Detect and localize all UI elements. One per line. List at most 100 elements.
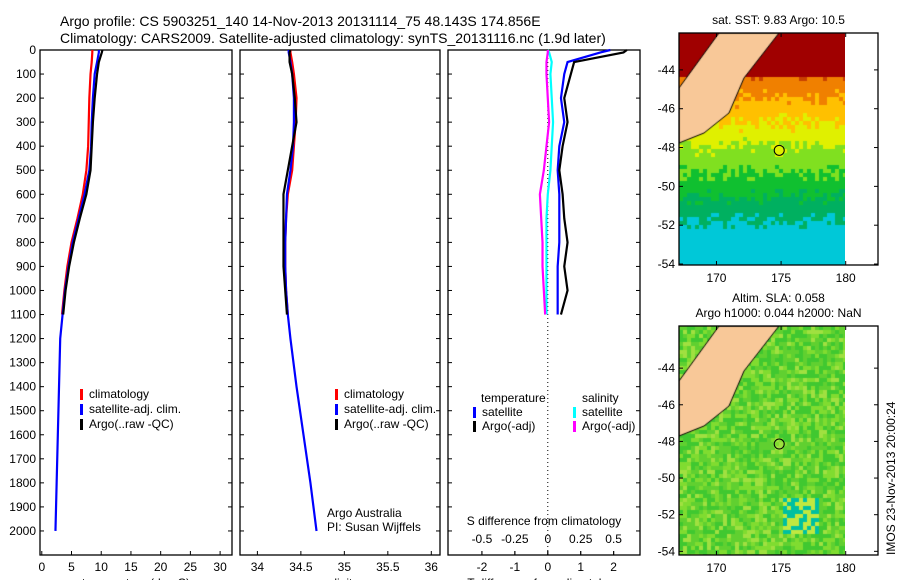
panel-difference: -2 -1 0 1 2 T difference from climatology -0.5… — [447, 48, 641, 580]
y-tick-label: 1600 — [9, 428, 36, 442]
x-axis-label: salinity — [322, 576, 359, 580]
y-tick-label: 1100 — [10, 308, 36, 322]
legend-swatch — [335, 419, 338, 430]
y-tick-label: 1500 — [9, 404, 36, 418]
series-satellite-adj-clim- — [54, 50, 100, 531]
annotation: PI: Susan Wijffels — [327, 520, 421, 534]
annotation: Argo Australia — [327, 506, 402, 520]
x2-tick-label: -0.5 — [472, 532, 493, 546]
x2-axis-label: S difference from climatology — [467, 514, 622, 528]
legend-swatch — [80, 419, 83, 430]
x-tick-label: 34.5 — [289, 560, 313, 574]
sla-map-canvas — [679, 326, 845, 555]
y-tick-label: -50 — [658, 471, 676, 485]
legend-swatch — [80, 404, 83, 415]
map-sla-map: 170 175 180 -44 -46 -48 -50 -52 -54 Altim. SLA: 0… — [658, 291, 879, 575]
legend-title: salinity — [582, 391, 619, 405]
title-line1: Argo profile: CS 5903251_140 14-Nov-2013… — [60, 13, 541, 29]
plot-frame — [447, 49, 641, 556]
y-tick-label: -48 — [658, 141, 676, 155]
x-axis-label: temperature (deg C) — [82, 576, 190, 580]
legend-label: climatology — [89, 387, 149, 401]
x-tick-label: 180 — [836, 561, 856, 575]
y-tick-label: 800 — [16, 235, 36, 249]
y-tick-label: -52 — [658, 218, 676, 232]
x2-tick-label: -0.25 — [501, 532, 529, 546]
legend-label: satellite — [582, 405, 623, 419]
y-tick-label: -54 — [658, 544, 676, 558]
x-tick-label: 180 — [836, 271, 856, 285]
plot-frame — [39, 49, 233, 556]
y-tick-label: -46 — [658, 398, 676, 412]
x-tick-label: 25 — [184, 560, 198, 574]
y-tick-label: 200 — [16, 91, 36, 105]
series-s-satellite — [545, 49, 555, 315]
y-tick-label: -52 — [658, 508, 676, 522]
y-tick-label: 1200 — [9, 332, 36, 346]
y-tick-label: 300 — [16, 115, 36, 129]
y-tick-label: 1000 — [9, 283, 36, 297]
x-tick-label: 35.5 — [376, 560, 400, 574]
legend-swatch — [573, 421, 576, 432]
legend-label: Argo(..raw -QC) — [344, 417, 429, 431]
y-tick-label: -44 — [658, 361, 676, 375]
map-title: sat. SST: 9.83 Argo: 10.5 — [712, 13, 845, 27]
x-tick-label: 170 — [706, 561, 726, 575]
x-tick-label: 170 — [706, 271, 726, 285]
y-tick-label: -44 — [658, 63, 676, 77]
x-tick-label: 36 — [425, 560, 439, 574]
legend-swatch — [473, 407, 476, 418]
y-tick-label: 500 — [16, 163, 36, 177]
x-tick-label: 10 — [95, 560, 109, 574]
panel-temperature: 0100200300400500600700800900100011001200… — [9, 43, 233, 580]
y-tick-label: 1700 — [9, 452, 36, 466]
x-tick-label: 20 — [154, 560, 168, 574]
sst-map-canvas — [679, 33, 845, 265]
y-tick-label: -50 — [658, 179, 676, 193]
x2-tick-label: 0.5 — [605, 532, 622, 546]
y-tick-label: 2000 — [9, 524, 36, 538]
timestamp-stamp: IMOS 23-Nov-2013 20:00:24 — [884, 401, 898, 555]
x-tick-label: 175 — [771, 561, 791, 575]
y-tick-label: -46 — [658, 102, 676, 116]
x-tick-label: 175 — [771, 271, 791, 285]
legend-label: climatology — [344, 387, 404, 401]
y-tick-label: 1300 — [9, 356, 36, 370]
x-tick-label: 15 — [124, 560, 138, 574]
legend-label: satellite — [482, 405, 523, 419]
x2-tick-label: 0.25 — [569, 532, 593, 546]
legend-swatch — [335, 404, 338, 415]
x-tick-label: 0 — [544, 560, 551, 574]
y-tick-label: -48 — [658, 434, 676, 448]
map-frame — [678, 325, 879, 556]
plot-frame — [239, 49, 441, 556]
x-tick-label: 35 — [338, 560, 352, 574]
series-t-argo-adj- — [558, 49, 628, 315]
map-subtitle: Argo h1000: 0.044 h2000: NaN — [695, 306, 861, 320]
legend-label: Argo(..raw -QC) — [89, 417, 174, 431]
y-tick-label: 600 — [16, 187, 36, 201]
legend-label: Argo(-adj) — [482, 419, 535, 433]
x-tick-label: 30 — [213, 560, 227, 574]
map-sst-map: 170 175 180 -44 -46 -48 -50 -52 -54 sat. SST: 9.8… — [658, 13, 879, 285]
map-title: Altim. SLA: 0.058 — [732, 291, 825, 305]
argo-float-marker — [773, 438, 785, 450]
y-tick-label: 900 — [16, 259, 36, 273]
x-axis-label: T difference from climatology — [467, 576, 621, 580]
y-tick-label: 1800 — [9, 476, 36, 490]
series-t-satellite — [556, 48, 611, 315]
legend-swatch — [573, 407, 576, 418]
panel-salinity: 34 34.5 35 35.5 36 salinity climatologysatelli… — [239, 49, 441, 580]
x-tick-label: 5 — [68, 560, 75, 574]
series-argo-raw-qc- — [282, 49, 298, 315]
x-tick-label: 1 — [577, 560, 584, 574]
y-tick-label: 400 — [16, 139, 36, 153]
x-tick-label: 34 — [251, 560, 265, 574]
x2-tick-label: 0 — [544, 532, 551, 546]
legend-title: temperature — [481, 391, 546, 405]
y-tick-label: 1900 — [9, 500, 36, 514]
legend-swatch — [335, 389, 338, 400]
